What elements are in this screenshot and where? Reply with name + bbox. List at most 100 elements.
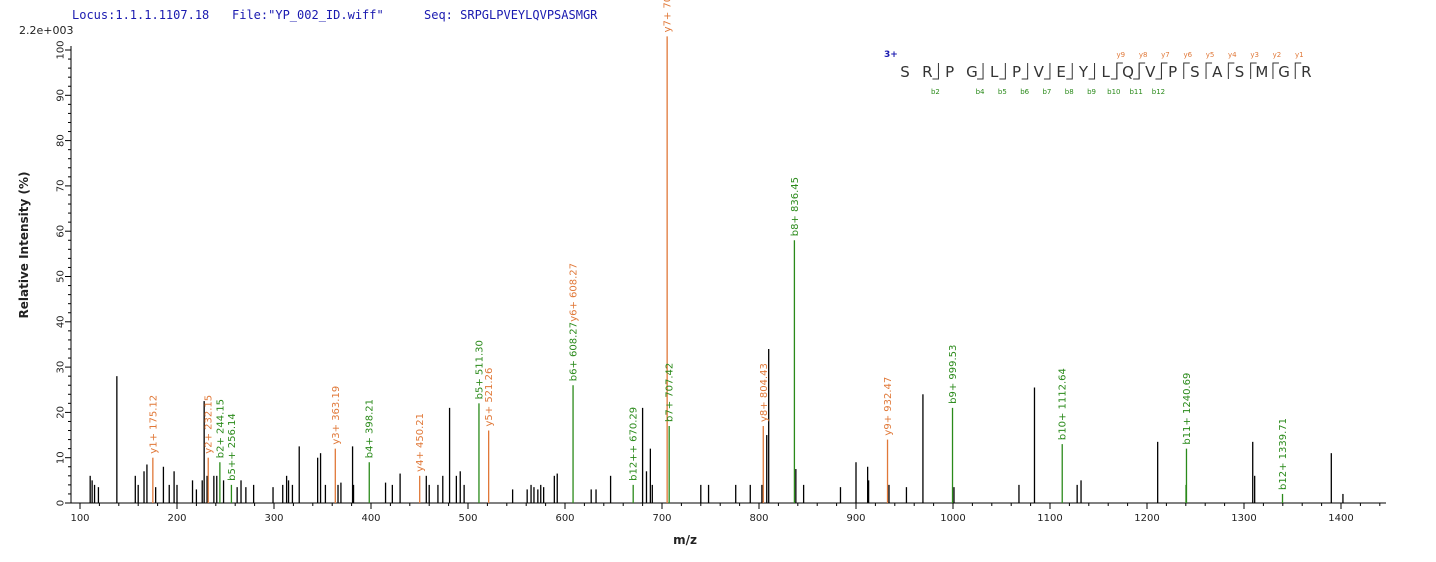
y-ion-label: y2 xyxy=(1273,51,1282,59)
residue: P xyxy=(1012,63,1021,81)
x-tick-label: 100 xyxy=(70,513,89,524)
peak-label: b12+ 1339.71 xyxy=(1278,418,1289,490)
b-break-mark xyxy=(1088,63,1096,80)
sequence-label: Seq: SRPGLPVEYLQVPSASMGR xyxy=(424,8,598,22)
x-tick-label: 600 xyxy=(555,513,574,524)
x-tick-label: 500 xyxy=(458,513,477,524)
peak-label: b5++ 256.14 xyxy=(227,413,238,481)
y-ion-label: y7 xyxy=(1161,51,1170,59)
y-tick-label: 40 xyxy=(56,315,67,328)
b-ion-label: b8 xyxy=(1065,88,1074,96)
y-tick-label: 100 xyxy=(56,40,67,59)
peak-label: b7+ 707.42 xyxy=(665,363,676,422)
b-break-mark xyxy=(977,63,984,80)
residue: M xyxy=(1255,63,1268,81)
x-tick-label: 1200 xyxy=(1134,513,1159,524)
residue: E xyxy=(1056,63,1065,81)
y-tick-label: 60 xyxy=(56,225,67,238)
y-ion-label: y5 xyxy=(1206,51,1215,59)
b-break-mark xyxy=(1021,63,1029,80)
x-tick-label: 800 xyxy=(749,513,768,524)
chart-header: Locus:1.1.1.1107.18 File:"YP_002_ID.wiff… xyxy=(19,8,598,37)
y-tick-label: 90 xyxy=(56,89,67,102)
b-ion-label: b10 xyxy=(1107,88,1120,96)
b-break-mark xyxy=(1133,63,1140,80)
y-break-mark xyxy=(1116,62,1123,79)
peak-label: y2+ 232.15 xyxy=(204,395,215,454)
y-tick-label: 50 xyxy=(56,270,67,283)
intensity-scale: 2.2e+003 xyxy=(19,24,73,37)
b-ion-label: b6 xyxy=(1020,88,1029,96)
y-axis-label: Relative Intensity (%) xyxy=(17,172,31,319)
x-tick-label: 400 xyxy=(361,513,380,524)
y-tick-label: 20 xyxy=(56,406,67,419)
y-break-mark xyxy=(1250,62,1257,79)
x-tick-label: 300 xyxy=(264,513,283,524)
peak-label: y7+ 705.34 xyxy=(663,0,674,32)
peak-label: y6+ 608.27 xyxy=(569,263,580,322)
y-break-mark xyxy=(1294,62,1302,79)
peak-label: b11+ 1240.69 xyxy=(1182,373,1193,445)
b-break-mark xyxy=(1110,63,1118,80)
residue: R xyxy=(1301,63,1311,81)
residue: Q xyxy=(1122,63,1134,81)
file-label: File:"YP_002_ID.wiff" xyxy=(232,8,384,22)
residue: G xyxy=(1278,63,1290,81)
locus-label: Locus:1.1.1.1107.18 xyxy=(72,8,209,22)
residue: S xyxy=(900,63,910,81)
y-tick-label: 70 xyxy=(56,180,67,193)
y-ion-label: y6 xyxy=(1183,51,1192,59)
peak-label: y8+ 804.43 xyxy=(759,363,770,422)
peak-label: y1+ 175.12 xyxy=(148,395,159,454)
residue: V xyxy=(1034,63,1045,81)
peaks xyxy=(89,36,1344,503)
y-tick-label: 30 xyxy=(56,361,67,374)
residue: L xyxy=(990,63,999,81)
peak-label: b8+ 836.45 xyxy=(790,177,801,236)
y-tick-label: 80 xyxy=(56,134,67,147)
residue: Y xyxy=(1078,63,1089,81)
b-ion-label: b11 xyxy=(1129,88,1142,96)
x-tick-label: 1100 xyxy=(1037,513,1062,524)
residue: R xyxy=(922,63,932,81)
sequence-map: 3+S R P G L P V E Y L Q V P S A S M G Rb2 b4 b5 b6 b7 b8 b9 b10 b1… xyxy=(884,50,1312,96)
peak-label: y5+ 521.26 xyxy=(484,368,495,427)
b-ion-label: b9 xyxy=(1087,88,1096,96)
residue: S xyxy=(1235,63,1245,81)
b-break-mark xyxy=(999,63,1006,80)
charge-label: 3+ xyxy=(884,50,898,60)
residue: G xyxy=(966,63,978,81)
y-ion-label: y4 xyxy=(1228,51,1237,59)
y-break-mark xyxy=(1272,62,1279,79)
x-tick-label: 1400 xyxy=(1328,513,1353,524)
y-break-mark xyxy=(1205,62,1213,79)
y-ion-label: y9 xyxy=(1117,51,1126,59)
b-ion-label: b12 xyxy=(1152,88,1165,96)
residue: P xyxy=(1168,63,1177,81)
residue: P xyxy=(945,63,954,81)
peak-label: b2+ 244.15 xyxy=(215,399,226,458)
peak-label: b5+ 511.30 xyxy=(474,340,485,399)
peak-label: y3+ 363.19 xyxy=(331,386,342,445)
b-break-mark xyxy=(932,63,939,80)
b-break-mark xyxy=(1066,63,1073,80)
peak-label: b10+ 1112.64 xyxy=(1058,368,1069,440)
y-ion-label: y3 xyxy=(1250,51,1259,59)
b-break-mark xyxy=(1155,63,1162,80)
peak-labels: y1+ 175.12 y2+ 232.15 b2+ 244.15 b5++ 256.1… xyxy=(148,0,1289,490)
peak-label: y9+ 932.47 xyxy=(883,377,894,436)
x-tick-label: 200 xyxy=(167,513,186,524)
y-break-mark xyxy=(1138,62,1146,79)
residue: V xyxy=(1145,63,1156,81)
y-ion-label: y8 xyxy=(1139,51,1148,59)
x-tick-label: 1000 xyxy=(940,513,965,524)
peak-label: b6+ 608.27 xyxy=(569,322,580,381)
b-break-mark xyxy=(1043,63,1051,80)
y-break-mark xyxy=(1183,62,1190,79)
x-tick-label: 700 xyxy=(652,513,671,524)
axes: 100 200 300 400 500 600 700 800 900 1000 1100 1200 1… xyxy=(56,40,1386,524)
b-ion-label: b4 xyxy=(976,88,985,96)
y-tick-label: 10 xyxy=(56,451,67,464)
b-ion-label: b7 xyxy=(1042,88,1051,96)
